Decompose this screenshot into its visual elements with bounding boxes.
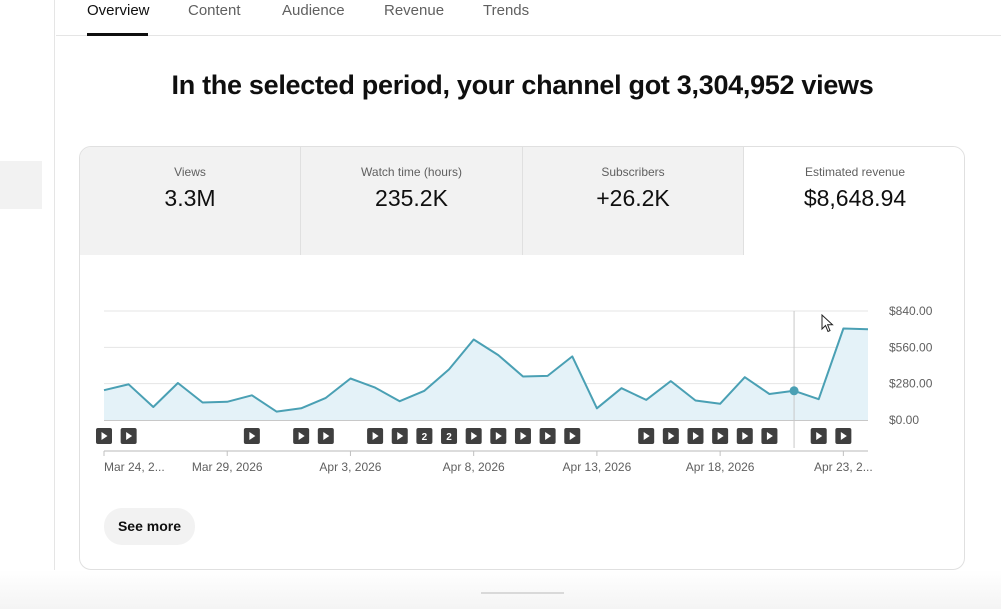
x-tick-label: Apr 23, 2... xyxy=(814,460,873,474)
video-marker-box xyxy=(441,428,458,444)
play-icon xyxy=(471,432,478,440)
play-icon xyxy=(692,432,699,440)
left-navigation-rail xyxy=(0,0,55,609)
x-tick-label: Apr 18, 2026 xyxy=(686,460,755,474)
x-axis-ticks: Mar 24, 2... Mar 29, 2026 Apr 3, 2026 Apr 8… xyxy=(103,450,873,474)
video-marker xyxy=(96,428,112,444)
video-marker: 2 xyxy=(416,428,433,444)
metric-views[interactable]: Views 3.3M xyxy=(80,147,301,255)
play-icon xyxy=(545,432,552,440)
video-marker xyxy=(490,428,507,444)
video-marker xyxy=(810,428,827,444)
play-icon xyxy=(298,432,305,440)
metric-label: Views xyxy=(174,165,206,179)
play-icon xyxy=(101,432,108,440)
revenue-series-line xyxy=(103,327,869,413)
tab-bar: Overview Content Audience Revenue Trends xyxy=(56,0,1001,36)
play-icon xyxy=(249,432,256,440)
x-tick-label: Apr 3, 2026 xyxy=(319,460,381,474)
tab-content[interactable]: Content xyxy=(188,2,241,19)
y-tick-label: $840.00 xyxy=(889,304,933,318)
video-marker-box xyxy=(416,428,433,444)
play-icon xyxy=(520,432,527,440)
metric-estimated-revenue[interactable]: Estimated revenue $8,648.94 xyxy=(744,147,964,255)
rail-selected-item[interactable] xyxy=(0,161,42,209)
video-marker xyxy=(293,428,310,444)
active-tab-indicator xyxy=(87,33,148,36)
chart-hover-indicator xyxy=(789,311,799,448)
video-marker xyxy=(465,428,482,444)
video-marker xyxy=(736,428,753,444)
video-marker xyxy=(638,428,655,444)
video-marker xyxy=(539,428,556,444)
video-marker xyxy=(687,428,704,444)
video-marker xyxy=(564,428,581,444)
metric-subscribers[interactable]: Subscribers +26.2K xyxy=(523,147,744,255)
page-headline: In the selected period, your channel got… xyxy=(171,70,874,100)
video-marker xyxy=(391,428,408,444)
video-marker xyxy=(367,428,384,444)
scroll-handle xyxy=(481,592,564,594)
video-marker xyxy=(712,428,729,444)
y-tick-label: $0.00 xyxy=(889,413,919,427)
x-tick-label: Apr 8, 2026 xyxy=(443,460,505,474)
tab-trends[interactable]: Trends xyxy=(483,2,530,19)
video-marker xyxy=(514,428,531,444)
play-icon xyxy=(372,432,379,440)
y-tick-label: $560.00 xyxy=(889,340,933,354)
metric-value: $8,648.94 xyxy=(803,185,907,211)
play-icon xyxy=(668,432,675,440)
video-marker xyxy=(761,428,778,444)
metric-watch-time[interactable]: Watch time (hours) 235.2K xyxy=(301,147,523,255)
x-tick-label: Mar 29, 2026 xyxy=(192,460,263,474)
video-marker xyxy=(835,428,852,444)
x-tick-label: Mar 24, 2... xyxy=(104,460,165,474)
video-count-label: 2 xyxy=(422,432,428,443)
play-icon xyxy=(643,432,650,440)
video-marker xyxy=(243,428,260,444)
tab-audience[interactable]: Audience xyxy=(282,2,345,19)
video-marker xyxy=(317,428,334,444)
see-more-button[interactable]: See more xyxy=(104,508,195,545)
play-icon xyxy=(766,432,773,440)
y-tick-label: $280.00 xyxy=(889,377,933,391)
overview-card: Views 3.3M Watch time (hours) 235.2K Sub… xyxy=(79,146,965,570)
mouse-cursor-icon xyxy=(821,314,834,333)
video-count-label: 2 xyxy=(446,432,452,443)
metric-value: 3.3M xyxy=(164,185,216,211)
play-icon xyxy=(569,432,576,440)
play-icon xyxy=(323,432,330,440)
metric-label: Estimated revenue xyxy=(804,165,906,179)
play-icon xyxy=(397,432,404,440)
metric-value: +26.2K xyxy=(596,185,670,211)
revenue-area-fill xyxy=(104,328,868,420)
metric-value: 235.2K xyxy=(375,185,448,211)
video-marker: 2 xyxy=(441,428,458,444)
tab-revenue[interactable]: Revenue xyxy=(384,2,445,19)
bottom-fade xyxy=(0,570,1001,609)
play-icon xyxy=(495,432,502,440)
metric-label: Subscribers xyxy=(601,165,665,179)
play-icon xyxy=(717,432,724,440)
tab-overview[interactable]: Overview xyxy=(87,2,150,19)
play-icon xyxy=(816,432,823,440)
metric-label: Watch time (hours) xyxy=(361,165,462,179)
x-tick-label: Apr 13, 2026 xyxy=(563,460,632,474)
video-marker xyxy=(662,428,679,444)
play-icon xyxy=(840,432,847,440)
y-axis-ticks: $840.00 $560.00 $280.00 $0.00 xyxy=(889,304,933,427)
video-marker xyxy=(120,428,137,444)
play-icon xyxy=(742,432,749,440)
hover-point xyxy=(789,386,799,396)
play-icon xyxy=(126,432,133,440)
